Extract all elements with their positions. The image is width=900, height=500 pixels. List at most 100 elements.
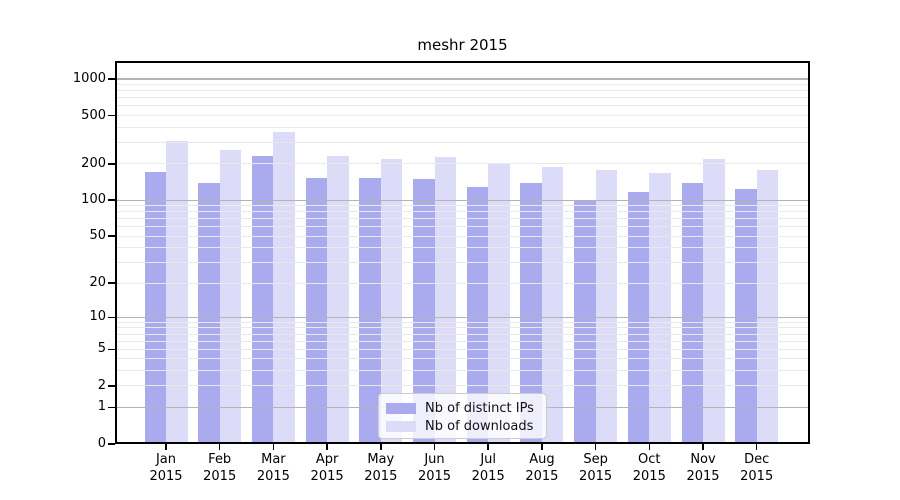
bar-downloads-dec	[756, 169, 779, 444]
x-tick-mark	[165, 444, 167, 450]
x-tick-mark	[755, 444, 758, 450]
y-tick-mark	[108, 78, 115, 80]
y-tick-mark	[108, 282, 115, 284]
x-tick-mark	[326, 444, 328, 450]
y-tick-label: 1000	[72, 70, 106, 86]
y-tick-label: 100	[81, 192, 106, 208]
bar-distinct-ips-jun	[413, 178, 435, 444]
y-tick-mark	[108, 163, 115, 165]
gridline-minor	[115, 211, 810, 213]
x-tick-label: Feb 2015	[203, 452, 237, 484]
chart-title: meshr 2015	[417, 36, 508, 54]
bar-downloads-jul	[488, 163, 510, 444]
y-tick-mark	[108, 406, 115, 409]
plot-area: Nb of distinct IPs Nb of downloads	[115, 61, 810, 444]
gridline-major	[115, 199, 810, 201]
x-tick-label: Sep 2015	[579, 452, 613, 484]
x-tick-mark	[433, 444, 436, 450]
x-tick-label: Aug 2015	[525, 452, 559, 484]
y-tick-mark	[108, 443, 115, 445]
y-tick-label: 50	[89, 228, 106, 244]
bar-downloads-may	[380, 158, 403, 444]
bar-distinct-ips-oct	[627, 191, 650, 444]
y-tick-label: 20	[89, 275, 106, 291]
x-tick-label: Apr 2015	[310, 452, 344, 484]
y-tick-mark	[108, 235, 115, 238]
gridline-minor	[115, 90, 810, 92]
gridline-minor	[115, 321, 810, 323]
x-tick-mark	[380, 444, 382, 450]
bar-downloads-jun	[434, 156, 456, 444]
gridline-minor	[115, 163, 810, 165]
bar-distinct-ips-dec	[735, 188, 757, 444]
legend: Nb of distinct IPs Nb of downloads	[378, 393, 547, 439]
x-tick-mark	[594, 444, 597, 450]
y-tick-label: 500	[81, 107, 106, 123]
gridline-minor	[115, 333, 810, 335]
legend-swatch-downloads-icon	[386, 420, 416, 432]
bars-layer	[115, 61, 810, 444]
x-tick-mark	[487, 444, 489, 450]
gridline-minor	[115, 262, 810, 264]
x-tick-mark	[272, 444, 275, 450]
bar-downloads-apr	[327, 156, 349, 444]
y-tick-label: 1	[97, 399, 106, 415]
gridline-minor	[115, 327, 810, 329]
bar-downloads-sep	[595, 169, 618, 444]
gridline-minor	[115, 97, 810, 99]
x-tick-mark	[702, 444, 704, 450]
x-tick-label: Jul 2015	[471, 452, 505, 484]
x-tick-mark	[541, 444, 543, 450]
gridline-minor	[115, 282, 810, 284]
x-tick-label: May 2015	[364, 452, 398, 484]
y-tick-mark	[108, 316, 115, 319]
gridline-major	[115, 78, 810, 80]
bar-downloads-nov	[703, 159, 725, 444]
gridline-minor	[115, 205, 810, 207]
bar-downloads-jan	[166, 140, 188, 444]
x-tick-label: Nov 2015	[686, 452, 720, 484]
x-tick-label: Dec 2015	[740, 452, 774, 484]
bar-distinct-ips-apr	[305, 177, 328, 444]
x-tick-mark	[218, 444, 221, 450]
bar-distinct-ips-may	[359, 177, 381, 444]
y-tick-label: 200	[81, 155, 106, 171]
y-tick-label: 0	[97, 436, 106, 451]
grid-layer	[115, 61, 810, 444]
gridline-minor	[115, 226, 810, 228]
y-tick-label: 2	[97, 377, 106, 393]
gridline-minor	[115, 105, 810, 107]
bar-distinct-ips-mar	[251, 155, 274, 444]
bar-downloads-oct	[649, 172, 671, 444]
y-tick-mark	[108, 199, 115, 201]
bar-distinct-ips-jul	[466, 186, 489, 444]
gridline-minor	[115, 370, 810, 372]
legend-label-downloads: Nb of downloads	[425, 418, 534, 434]
gridline-minor	[115, 141, 810, 143]
gridline-minor	[115, 84, 810, 86]
y-tick-label: 10	[89, 309, 106, 325]
x-tick-label: Jan 2015	[149, 452, 183, 484]
gridline-minor	[115, 348, 810, 350]
x-tick-label: Jun 2015	[417, 452, 452, 484]
gridline-major	[115, 316, 810, 318]
gridline-minor	[115, 385, 810, 387]
x-tick-mark	[648, 444, 651, 450]
y-tick-mark	[108, 385, 115, 387]
legend-swatch-distinct-ips-icon	[386, 402, 416, 414]
gridline-minor	[115, 126, 810, 128]
x-tick-label: Mar 2015	[256, 452, 290, 484]
y-tick-label: 5	[97, 341, 106, 357]
bar-downloads-mar	[273, 131, 295, 444]
legend-item-distinct-ips: Nb of distinct IPs	[386, 400, 539, 416]
bar-distinct-ips-jan	[144, 171, 166, 444]
y-tick-mark	[108, 348, 115, 351]
legend-item-downloads: Nb of downloads	[386, 418, 539, 434]
gridline-minor	[115, 247, 810, 249]
gridline-minor	[115, 358, 810, 360]
gridline-minor	[115, 235, 810, 237]
gridline-minor	[115, 340, 810, 342]
legend-label-distinct-ips: Nb of distinct IPs	[425, 400, 534, 416]
gridline-minor	[115, 115, 810, 117]
